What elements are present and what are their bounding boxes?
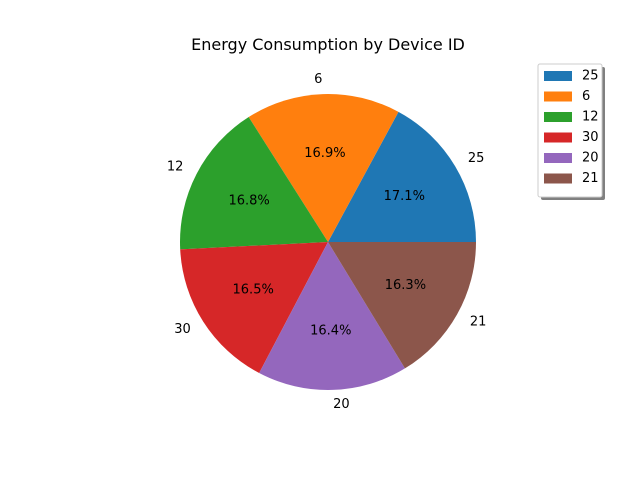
legend-swatch-21 (544, 173, 572, 184)
legend-label-30: 30 (582, 130, 599, 145)
pie-slices (180, 94, 476, 391)
percent-label-20: 16.4% (310, 323, 351, 338)
slice-label-6: 6 (314, 72, 322, 87)
percent-label-12: 16.8% (228, 194, 269, 209)
legend: 25 6 12 30 20 21 (537, 63, 605, 200)
legend-label-21: 21 (582, 171, 599, 186)
legend-swatch-25 (544, 71, 572, 81)
percent-label-6: 16.9% (304, 146, 345, 161)
slice-label-12: 12 (167, 160, 184, 175)
slice-labels: 25 6 12 30 20 21 (167, 72, 487, 412)
chart-title: Energy Consumption by Device ID (191, 35, 465, 54)
slice-label-21: 21 (470, 314, 487, 329)
legend-swatch-20 (544, 153, 572, 163)
legend-label-25: 25 (582, 69, 599, 84)
pie-slice-30 (180, 242, 328, 374)
percent-label-30: 16.5% (233, 282, 274, 297)
percent-labels: 17.1% 16.9% 16.8% 16.5% 16.4% 16.3% (228, 146, 426, 339)
percent-label-25: 17.1% (384, 189, 425, 204)
legend-swatch-6 (544, 91, 572, 102)
pie-slice-6 (248, 94, 399, 242)
legend-label-12: 12 (582, 110, 599, 125)
legend-label-6: 6 (582, 89, 590, 104)
slice-label-20: 20 (333, 397, 350, 412)
slice-label-30: 30 (174, 322, 191, 337)
slice-label-25: 25 (468, 151, 485, 166)
pie-slice-21 (328, 242, 476, 369)
legend-label-20: 20 (582, 151, 599, 166)
legend-swatch-12 (544, 112, 572, 122)
pie-slice-12 (180, 117, 328, 250)
pie-slice-25 (328, 111, 476, 243)
pie-slice-20 (259, 242, 405, 391)
percent-label-21: 16.3% (385, 278, 426, 293)
legend-swatch-30 (544, 132, 572, 143)
